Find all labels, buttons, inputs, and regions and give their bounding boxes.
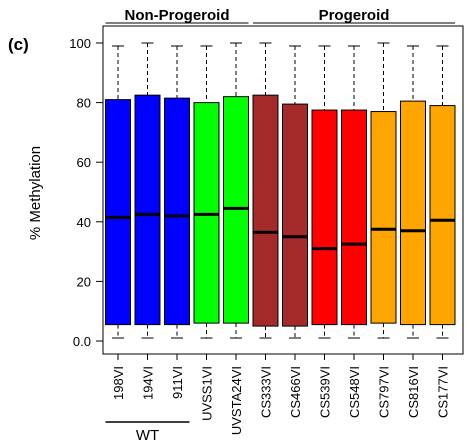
group-label: Progeroid: [319, 7, 390, 24]
x-tick-label: CS177VI: [436, 366, 451, 418]
x-tick-label: CS816VI: [406, 366, 421, 418]
y-tick-label: 0.0: [73, 334, 91, 349]
y-tick-label: 80: [77, 96, 91, 111]
y-axis-label: % Methylation: [27, 146, 44, 240]
box-body: [252, 94, 279, 327]
y-axis: 0.0 20 40 60 80 100: [69, 36, 103, 349]
box-body: [370, 111, 397, 324]
x-tick-label: 198VI: [111, 366, 126, 400]
box-body: [429, 105, 456, 326]
panel-label: (c): [8, 35, 29, 54]
box-911VI: [164, 45, 190, 339]
x-tick-label: CS539VI: [318, 366, 333, 418]
box-CS816VI: [400, 45, 426, 339]
box-body: [311, 109, 338, 326]
plot-frame: [102, 25, 464, 355]
x-tick-label: CS466VI: [288, 366, 303, 418]
box-body: [341, 109, 367, 326]
box-CS466VI: [282, 45, 308, 339]
x-tick-label: CS548VI: [347, 366, 362, 418]
x-tick-label: UVSS1VI: [200, 366, 215, 421]
x-tick-label: 194VI: [141, 366, 156, 400]
box-body: [400, 100, 426, 326]
box-body: [164, 97, 190, 326]
group-progeroid: Progeroid: [253, 7, 455, 24]
boxes: [105, 42, 456, 339]
box-CS797VI: [370, 42, 397, 339]
box-UVSTA24VI: [223, 42, 249, 339]
box-CS548VI: [341, 45, 367, 339]
box-CS177VI: [429, 45, 456, 339]
y-tick-label: 100: [69, 36, 91, 51]
x-axis: 198VI 194VI 911VI UVSS1VI UVSTA24VI CS333VI CS…: [111, 354, 451, 435]
box-body: [134, 94, 161, 326]
box-198VI: [105, 45, 131, 339]
x-tick-label: CS333VI: [259, 366, 274, 418]
box-body: [105, 99, 131, 326]
y-tick-label: 40: [77, 215, 91, 230]
group-non-progeroid: Non-Progeroid: [105, 7, 249, 24]
plot-border: [102, 25, 464, 355]
box-body: [282, 103, 308, 327]
box-CS333VI: [252, 42, 279, 339]
box-194VI: [134, 42, 161, 339]
group-label: Non-Progeroid: [125, 7, 230, 24]
subgroup-label: WT: [136, 427, 159, 444]
x-tick-label: CS797VI: [377, 366, 392, 418]
subgroup-labels: WT: [105, 421, 190, 444]
group-labels: Non-Progeroid Progeroid: [105, 7, 455, 24]
box-CS539VI: [311, 45, 338, 339]
y-tick-label: 60: [77, 155, 91, 170]
subgroup-wt: WT: [105, 421, 190, 444]
box-UVSS1VI: [193, 45, 220, 339]
y-tick-label: 20: [77, 274, 91, 289]
x-tick-label: 911VI: [170, 366, 185, 399]
x-tick-label: UVSTA24VI: [229, 366, 244, 435]
